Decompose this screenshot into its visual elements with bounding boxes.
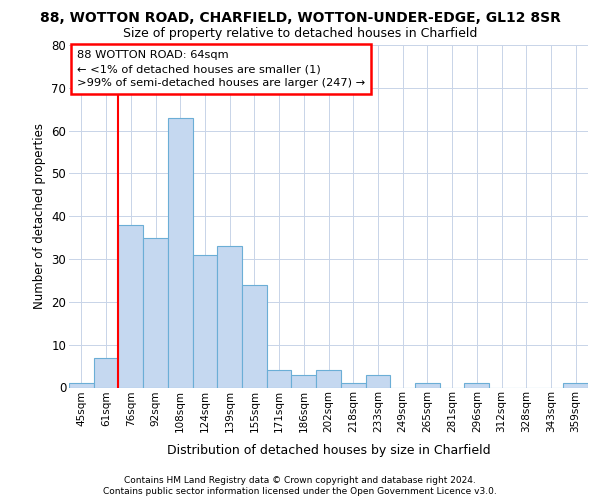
Bar (292, 374, 316, 388)
Text: 88, WOTTON ROAD, CHARFIELD, WOTTON-UNDER-EDGE, GL12 8SR: 88, WOTTON ROAD, CHARFIELD, WOTTON-UNDER… (40, 11, 560, 25)
Text: Contains public sector information licensed under the Open Government Licence v3: Contains public sector information licen… (103, 487, 497, 496)
Bar (217, 246, 242, 388)
Text: Contains HM Land Registry data © Crown copyright and database right 2024.: Contains HM Land Registry data © Crown c… (124, 476, 476, 485)
Bar (563, 383, 588, 388)
Text: 88 WOTTON ROAD: 64sqm
← <1% of detached houses are smaller (1)
>99% of semi-deta: 88 WOTTON ROAD: 64sqm ← <1% of detached … (77, 50, 365, 88)
Y-axis label: Number of detached properties: Number of detached properties (33, 123, 46, 309)
Bar (415, 383, 440, 388)
Bar (267, 370, 292, 388)
Bar (341, 383, 365, 388)
Bar (464, 383, 489, 388)
Bar (365, 374, 390, 388)
Bar (69, 383, 94, 388)
Bar (143, 238, 168, 388)
Bar (118, 225, 143, 388)
Bar (316, 370, 341, 388)
Bar (168, 118, 193, 388)
Bar (242, 285, 267, 388)
X-axis label: Distribution of detached houses by size in Charfield: Distribution of detached houses by size … (167, 444, 490, 456)
Bar (94, 358, 118, 388)
Text: Size of property relative to detached houses in Charfield: Size of property relative to detached ho… (123, 28, 477, 40)
Bar (193, 255, 217, 388)
